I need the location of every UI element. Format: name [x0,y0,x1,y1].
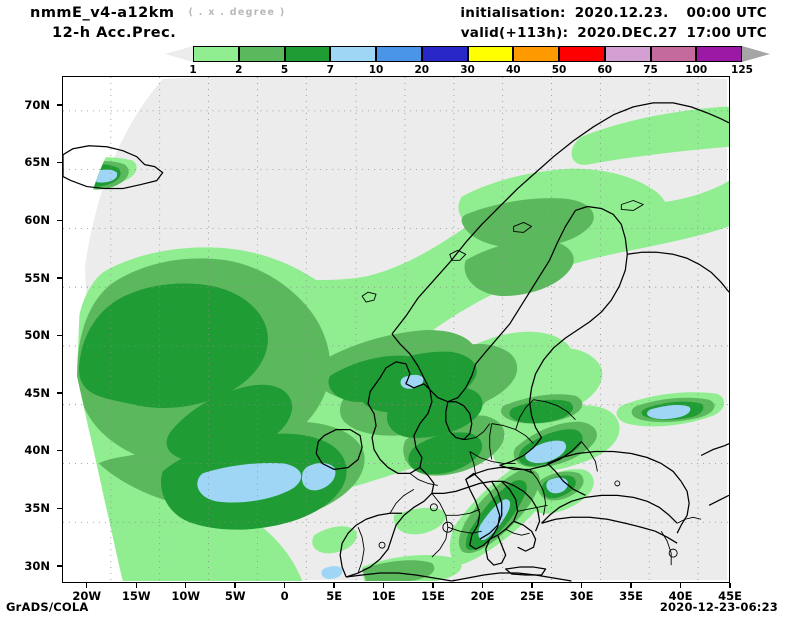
init-label: initialisation: [460,5,566,21]
colorbar-tick-2: 2 [235,64,243,76]
y-axis-label-40N: 40N [24,443,50,458]
colorbar-under-arrow [165,46,193,62]
header-right: initialisation: 2020.12.23. 00:00 UTC vali… [460,5,767,41]
colorbar-band-40 [513,46,559,62]
x-axis-tickmark [185,583,187,588]
x-axis-tickmark [580,583,583,588]
x-axis-tickmark [630,583,632,588]
y-axis-label-55N: 55N [24,270,50,285]
x-axis-label-10E: 10E [371,589,396,603]
map-gridlines [63,77,729,582]
y-axis-tickmark [57,334,62,337]
colorbar: 1 2 5 7 10 20 30 40 50 60 75 100 125 [165,46,770,76]
valid-label: valid(+113h): [460,25,569,41]
y-axis-label-45N: 45N [24,385,50,400]
y-axis-label-70N: 70N [24,97,50,112]
x-axis-tickmark [86,583,88,588]
colorbar-tick-125: 125 [731,64,753,76]
y-axis-tickmark [57,104,62,106]
x-axis-tickmark [481,583,484,588]
y-axis-tickmark [57,277,62,279]
coastlines-and-borders [63,102,729,582]
colorbar-band-20 [421,46,468,62]
colorbar-tick-10: 10 [368,64,384,76]
x-axis-tickmark [283,583,286,588]
y-axis-label-65N: 65N [24,155,50,170]
y-axis-tickmark [57,449,62,452]
valid-time: 17:00 UTC [686,25,767,41]
x-axis-tickmark [729,583,731,588]
colorbar-tick-40: 40 [505,64,521,76]
x-axis-tickmark [679,583,682,588]
colorbar-tick-50: 50 [551,64,567,76]
y-axis-tickmark [57,219,62,221]
colorbar-tick-100: 100 [685,64,708,76]
y-axis-tickmark [57,565,62,567]
x-axis-tickmark [531,583,533,588]
colorbar-tick-60: 60 [597,64,613,76]
colorbar-tick-7: 7 [326,64,334,76]
valid-date: 2020.DEC.27 [577,25,678,41]
x-axis-label-15E: 15E [421,589,446,603]
x-axis-label-25E: 25E [520,589,544,603]
x-axis-label-35E: 35E [619,589,643,603]
y-axis-label-35N: 35N [24,501,50,516]
x-axis-label-0: 0 [280,589,289,603]
x-axis-label-20W: 20W [72,589,102,603]
colorbar-band-2 [238,46,285,62]
x-axis-label-10W: 10W [171,589,201,603]
render-timestamp: 2020-12-23-06:23 [659,600,778,614]
y-axis-tickmark [57,507,62,509]
y-axis-label-60N: 60N [24,213,50,228]
y-axis-label-50N: 50N [24,328,50,343]
x-axis-label-40E: 40E [668,589,693,603]
colorbar-band-1 [193,46,239,62]
x-axis-label-5W: 5W [224,589,246,603]
x-axis-label-45E: 45E [718,589,742,603]
colorbar-band-30 [467,46,514,62]
y-axis-tickmark [57,161,62,164]
init-date: 2020.12.23. [574,5,669,21]
model-name: nmmE_v4-a12km [30,5,175,21]
resolution-note: ( . x . degree ) [188,7,286,18]
x-axis-tickmark [135,583,137,588]
valid-line: valid(+113h): 2020.DEC.27 17:00 UTC [460,25,767,41]
colorbar-tick-5: 5 [280,64,289,76]
initialisation-line: initialisation: 2020.12.23. 00:00 UTC [460,5,767,21]
colorbar-over-arrow [742,46,770,62]
x-axis-tickmark [234,583,236,588]
header-left: nmmE_v4-a12km ( . x . degree ) 12-h Acc.P… [30,5,285,41]
colorbar-band-50 [559,46,605,62]
colorbar-band-5 [284,46,331,62]
colorbar-band-75 [650,46,697,62]
colorbar-band-60 [604,46,651,62]
map-svg [63,77,729,582]
x-axis-tickmark [432,583,434,588]
init-time: 00:00 UTC [686,5,767,21]
colorbar-tick-1: 1 [189,64,197,76]
x-axis-label-20E: 20E [470,589,495,603]
y-axis-label-30N: 30N [24,558,50,573]
field-name: 12-h Acc.Prec. [52,25,177,41]
x-axis-label-30E: 30E [569,589,594,603]
colorbar-tick-20: 20 [414,64,430,76]
producer-credit: GrADS/COLA [6,600,89,614]
colorbar-band-7 [330,46,376,62]
colorbar-band-100 [696,46,742,62]
x-axis-label-5E: 5E [326,589,343,603]
model-title-line: nmmE_v4-a12km ( . x . degree ) [30,5,285,21]
y-axis-tickmark [57,392,62,394]
colorbar-tick-30: 30 [460,64,475,76]
precip-band-5-7mm [76,164,704,550]
colorbar-tick-75: 75 [643,64,658,76]
x-axis-label-15W: 15W [121,589,151,603]
x-axis-tickmark [333,583,335,588]
map-plot-area [62,76,730,583]
colorbar-band-10 [376,46,422,62]
x-axis-tickmark [382,583,385,588]
